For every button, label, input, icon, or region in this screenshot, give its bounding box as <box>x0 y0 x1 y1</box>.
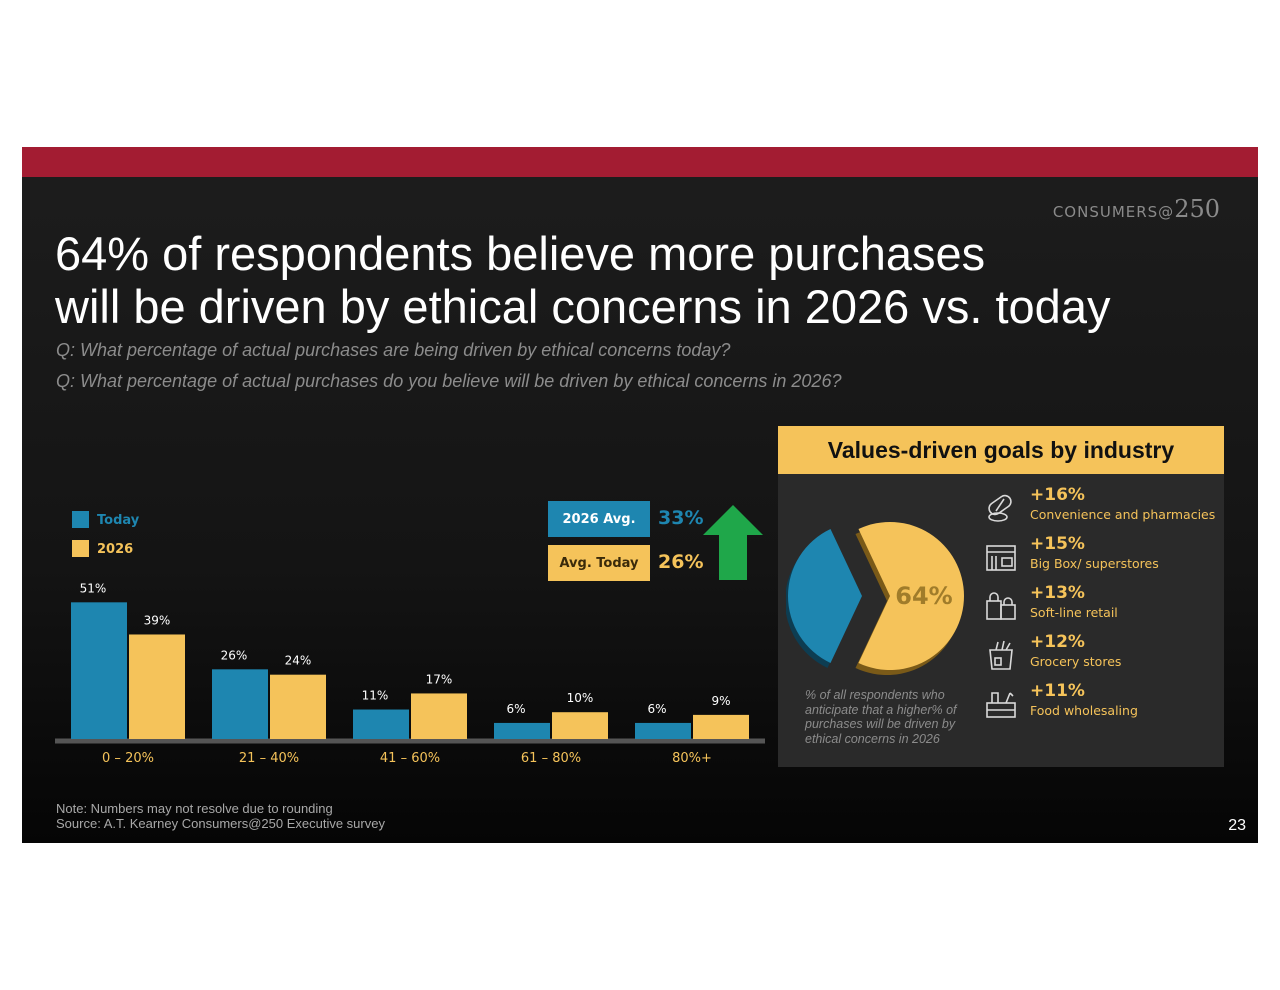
bar-value-label: 26% <box>221 648 248 662</box>
storefront-icon <box>986 545 1016 571</box>
industry-item: +16% Convenience and pharmacies <box>984 485 1224 529</box>
industry-label: Food wholesaling <box>1030 703 1138 718</box>
legend-label: 2026 <box>97 542 133 557</box>
industry-label: Soft-line retail <box>1030 605 1118 620</box>
industry-item: +15% Big Box/ superstores <box>984 534 1224 578</box>
industry-pct: +11% <box>1030 681 1085 701</box>
bar <box>693 714 749 739</box>
bar <box>270 674 326 739</box>
question-today: Q: What percentage of actual purchases a… <box>56 340 731 360</box>
bar <box>353 709 409 739</box>
up-arrow-icon <box>703 505 763 580</box>
industry-pct: +16% <box>1030 485 1085 505</box>
bar-value-label: 39% <box>144 613 171 627</box>
industry-pct: +15% <box>1030 534 1085 554</box>
bar-chart: Today 2026 51% 39% 0 – 20% 26% 24% 21 – 40% 11% 1… <box>55 511 765 766</box>
x-tick-label: 80%+ <box>672 751 712 766</box>
pie-caption: % of all respondents who anticipate that… <box>805 688 957 746</box>
bar-value-label: 6% <box>506 702 525 716</box>
pills-icon <box>988 494 1012 522</box>
pie-slice <box>788 529 862 663</box>
legend-label: Today <box>97 513 140 528</box>
bar <box>494 722 550 739</box>
x-tick-label: 41 – 60% <box>380 751 440 766</box>
industry-item: +12% Grocery stores <box>984 632 1224 676</box>
page-number: 23 <box>1228 817 1246 834</box>
bar-value-label: 17% <box>426 672 453 686</box>
industry-label: Grocery stores <box>1030 654 1122 669</box>
legend-swatch <box>72 540 89 557</box>
page-title: 64% of respondents believe more purchase… <box>55 227 1110 333</box>
industry-label: Convenience and pharmacies <box>1030 507 1216 522</box>
pie-value-label: 64% <box>895 582 952 610</box>
footnote: Note: Numbers may not resolve due to rou… <box>56 801 333 816</box>
industry-panel: Values-driven goals by industry 64% % of… <box>778 426 1224 767</box>
bar <box>212 669 268 739</box>
avg-2026-value: 33% <box>658 507 704 529</box>
bar-value-label: 10% <box>567 691 594 705</box>
bar-value-label: 11% <box>362 689 389 703</box>
source-note: Source: A.T. Kearney Consumers@250 Execu… <box>56 816 385 831</box>
x-tick-label: 0 – 20% <box>102 751 154 766</box>
legend-swatch <box>72 511 89 528</box>
bar <box>635 722 691 739</box>
brand-text: CONSUMERS@ <box>1052 203 1175 221</box>
pie-chart: 64% <box>786 522 964 675</box>
slide: CONSUMERS@250 64% of respondents believe… <box>22 147 1258 843</box>
brand-logo: CONSUMERS@250 <box>1053 195 1220 223</box>
x-tick-label: 61 – 80% <box>521 751 581 766</box>
grocery-bag-icon <box>989 640 1013 670</box>
title-line-2: will be driven by ethical concerns in 20… <box>55 280 1111 333</box>
bar-value-label: 51% <box>80 581 107 595</box>
bar-value-label: 9% <box>711 694 730 708</box>
industry-panel-title: Values-driven goals by industry <box>778 426 1224 474</box>
question-2026: Q: What percentage of actual purchases d… <box>56 371 842 391</box>
bar-value-label: 6% <box>647 702 666 716</box>
brand-number: 250 <box>1174 195 1220 223</box>
industry-pct: +12% <box>1030 632 1085 652</box>
wholesale-box-icon <box>986 692 1016 718</box>
shopping-bags-icon <box>986 592 1016 620</box>
avg-2026-label: 2026 Avg. <box>548 501 650 537</box>
x-tick-label: 21 – 40% <box>239 751 299 766</box>
title-line-1: 64% of respondents believe more purchase… <box>55 227 986 280</box>
bar <box>71 602 127 739</box>
bar <box>552 712 608 739</box>
pie-slice <box>858 522 964 670</box>
bar-value-label: 24% <box>285 654 312 668</box>
top-accent-bar <box>22 147 1258 177</box>
industry-item: +11% Food wholesaling <box>984 681 1224 725</box>
avg-today-value: 26% <box>658 551 704 573</box>
bar <box>129 634 185 739</box>
industry-pct: +13% <box>1030 583 1085 603</box>
industry-item: +13% Soft-line retail <box>984 583 1224 627</box>
bar <box>411 693 467 739</box>
avg-today-label: Avg. Today <box>548 545 650 581</box>
industry-label: Big Box/ superstores <box>1030 556 1159 571</box>
